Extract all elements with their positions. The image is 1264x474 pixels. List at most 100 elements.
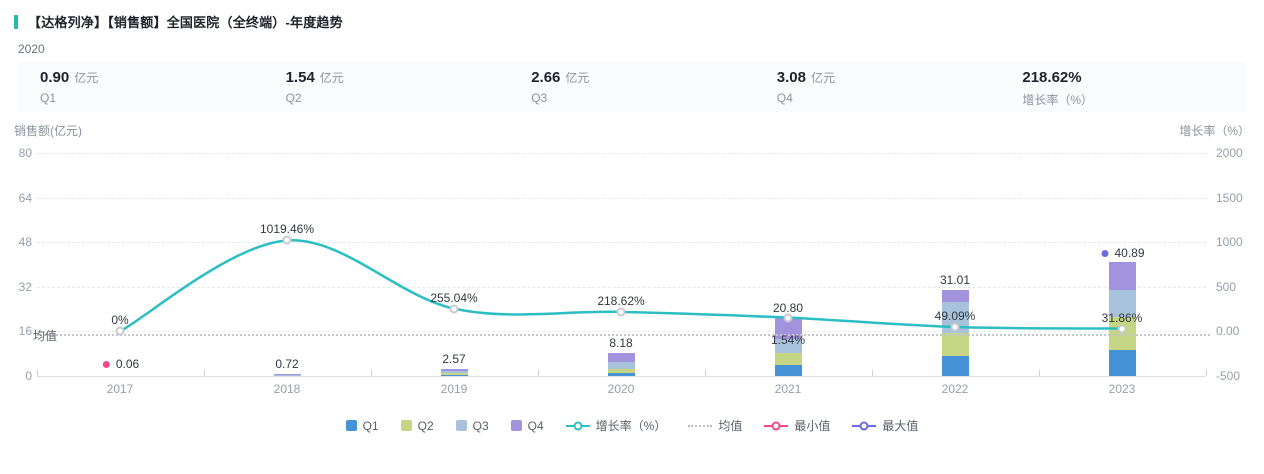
bar-segment-q2-2020[interactable] [607, 369, 635, 374]
max-marker-label: 40.89 [1114, 246, 1145, 260]
growth-point-2023[interactable] [1117, 324, 1127, 334]
gridline-80 [36, 153, 1206, 154]
legend-dotted-swatch [688, 420, 713, 431]
mean-line [36, 334, 1210, 337]
growth-point-2018[interactable] [282, 235, 292, 245]
bar-total-label-2020: 8.18 [609, 336, 633, 351]
x-axis-tick [1205, 370, 1207, 376]
bar-segment-q4-2020[interactable] [607, 353, 635, 362]
growth-point-2017[interactable] [115, 326, 125, 336]
stat-card-q1: 0.90 亿元 Q1 [18, 62, 264, 112]
stat-value: 218.62% [1022, 69, 1082, 86]
legend-item-q4[interactable]: Q4 [510, 418, 544, 433]
bar-segment-q1-2022[interactable] [941, 356, 969, 376]
legend-item-q1[interactable]: Q1 [345, 419, 379, 433]
chart-legend: Q1 Q2 Q3 Q4 增长率（%） 均值 最小值 最大值 [0, 417, 1264, 434]
growth-point-2019[interactable] [449, 304, 459, 314]
gridline-64 [36, 197, 1206, 199]
stat-value: 2.66 [531, 69, 561, 86]
right-axis-title: 增长率（%） [1179, 124, 1250, 138]
mean-line-label: 均值 [33, 329, 58, 344]
left-tick-80: 80 [18, 146, 32, 160]
growth-point-2022[interactable] [950, 322, 960, 332]
min-marker-label: 0.06 [115, 357, 140, 371]
stat-value: 3.08 [776, 69, 806, 86]
legend-line-marker-swatch [764, 420, 789, 431]
growth-label-2018: 1019.46% [259, 222, 315, 237]
stats-band: 0.90 亿元 Q1 1.54 亿元 Q2 2.66 亿元 Q3 3.08 亿元 Q4 218.62% 增… [18, 62, 1246, 112]
bar-segment-q3-2020[interactable] [607, 361, 635, 370]
growth-point-2021[interactable] [783, 313, 793, 323]
gridline-48 [36, 242, 1206, 244]
max-marker[interactable]: 40.89 [1101, 246, 1145, 260]
right-tick-500: 500 [1216, 279, 1237, 294]
right-tick-2000: 2000 [1216, 146, 1243, 160]
bar-segment-q1-2020[interactable] [607, 373, 635, 376]
bar-segment-q2-2022[interactable] [941, 333, 969, 357]
bar-total-label-2018: 0.72 [275, 356, 299, 371]
legend-square-swatch [510, 420, 522, 431]
growth-label-2017: 0% [111, 313, 129, 328]
left-axis-title: 销售额(亿元) [14, 124, 82, 138]
bar-segment-q3-2021[interactable] [774, 338, 802, 353]
x-axis-tick [871, 370, 873, 376]
min-marker[interactable]: 0.06 [102, 357, 140, 371]
legend-label: 最大值 [882, 419, 919, 433]
legend-item-最小值[interactable]: 最小值 [764, 417, 830, 434]
legend-label: 均值 [718, 419, 743, 433]
page-title: 【达格列净】【销售额】全国医院（全终端）-年度趋势 [28, 15, 343, 30]
bar-segment-q3-2018[interactable] [273, 374, 301, 376]
bar-segment-q2-2021[interactable] [774, 352, 802, 365]
bar-segment-q4-2022[interactable] [941, 289, 969, 303]
legend-item-增长率-[interactable]: 增长率（%） [565, 417, 667, 434]
x-axis-tick [203, 370, 205, 376]
bar-segment-q1-2023[interactable] [1108, 350, 1136, 376]
x-label-2020: 2020 [607, 382, 635, 396]
title-accent-bar [14, 14, 18, 29]
stat-value: 0.90 [40, 69, 70, 86]
gridline-16 [36, 331, 1206, 333]
stat-label: Q4 [776, 91, 793, 105]
bar-segment-q2-2019[interactable] [440, 373, 468, 375]
bar-segment-q1-2019[interactable] [440, 374, 468, 376]
growth-label-2021: 1.54% [770, 332, 806, 347]
bar-segment-q3-2019[interactable] [440, 371, 468, 374]
stat-unit: 亿元 [810, 71, 835, 85]
legend-item-均值[interactable]: 均值 [688, 417, 742, 434]
bar-total-label-2022: 31.01 [939, 272, 971, 287]
legend-item-q3[interactable]: Q3 [455, 419, 489, 433]
chart-header: 【达格列净】【销售额】全国医院（全终端）-年度趋势 [14, 12, 343, 31]
left-tick-48: 48 [18, 235, 32, 250]
stat-unit: 亿元 [74, 71, 99, 85]
left-tick-32: 32 [18, 279, 32, 294]
stat-label: 增长率（%） [1022, 93, 1094, 107]
bar-segment-q4-2018[interactable] [273, 373, 301, 375]
stat-label: Q3 [531, 91, 548, 105]
legend-label: 最小值 [794, 419, 831, 433]
x-label-2017: 2017 [106, 382, 134, 396]
x-axis-line [36, 376, 1206, 377]
stat-unit: 亿元 [565, 71, 590, 85]
x-axis-tick [537, 370, 539, 376]
growth-point-2020[interactable] [616, 307, 626, 317]
bar-total-label-2021: 20.80 [772, 301, 804, 316]
legend-label: Q4 [527, 418, 544, 433]
gridline-32 [36, 286, 1206, 288]
legend-item-最大值[interactable]: 最大值 [852, 417, 918, 434]
x-label-2019: 2019 [440, 382, 468, 396]
bar-segment-q1-2021[interactable] [774, 364, 802, 376]
stat-label: Q1 [40, 91, 57, 105]
legend-label: 增长率（%） [595, 419, 667, 433]
left-tick-64: 64 [18, 190, 32, 205]
bar-segment-q4-2023[interactable] [1108, 262, 1136, 290]
bar-segment-q4-2019[interactable] [440, 368, 468, 372]
left-tick-0: 0 [25, 369, 32, 383]
bar-total-label-2019: 2.57 [442, 351, 466, 366]
stat-value: 1.54 [285, 69, 315, 86]
legend-item-q2[interactable]: Q2 [400, 419, 434, 433]
stat-unit: 亿元 [319, 71, 344, 85]
x-label-2022: 2022 [941, 382, 969, 396]
legend-square-swatch [455, 420, 467, 431]
stat-label: Q2 [285, 91, 302, 105]
